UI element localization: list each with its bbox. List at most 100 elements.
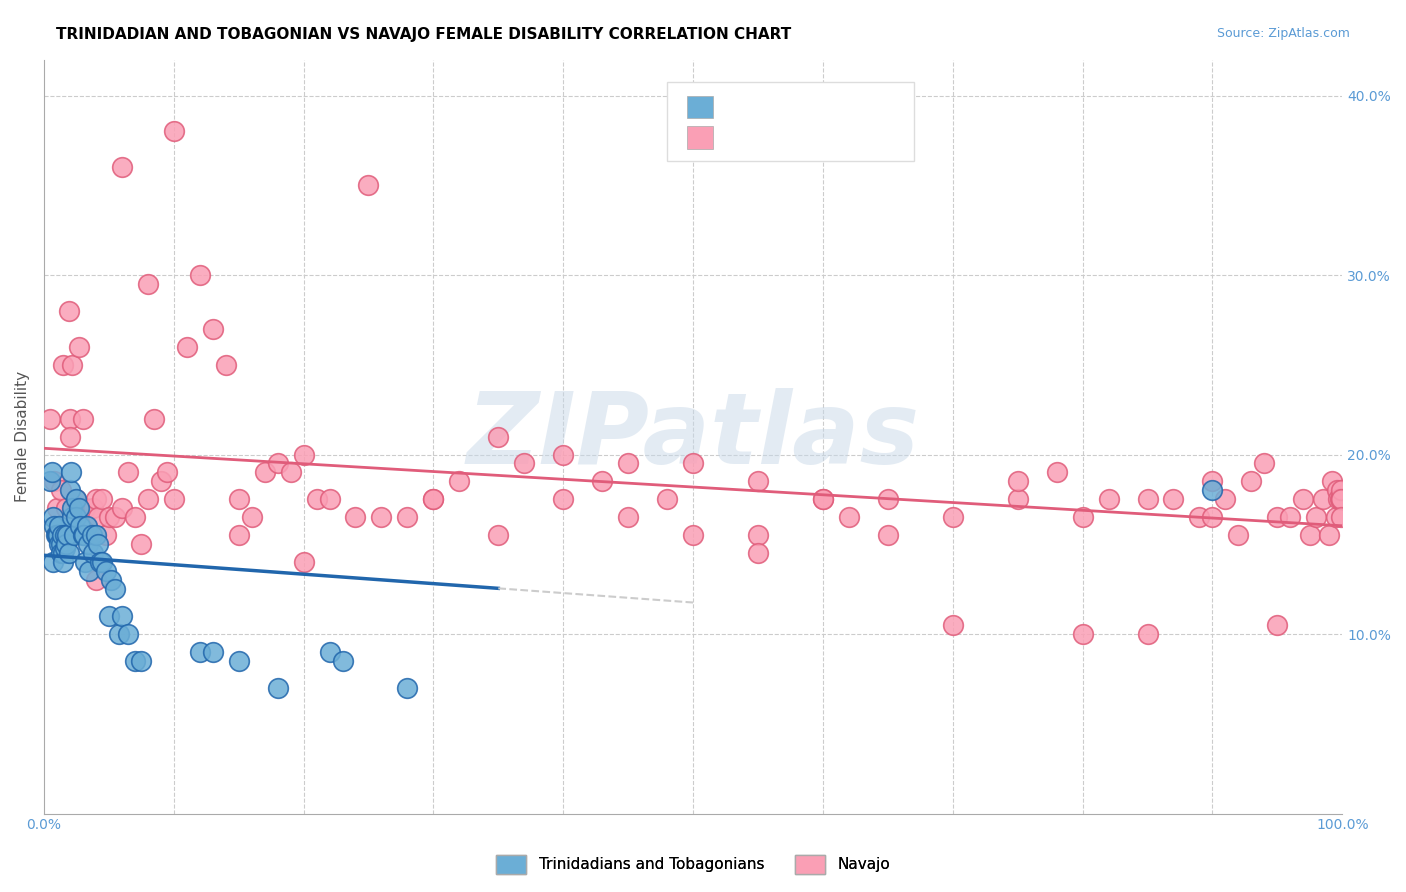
Text: N =: N =	[823, 101, 866, 116]
Point	[370, 510, 392, 524]
Point	[111, 501, 134, 516]
Point	[39, 475, 62, 489]
Point	[1227, 528, 1250, 542]
Point	[59, 429, 82, 443]
Point	[617, 510, 640, 524]
Point	[87, 510, 110, 524]
Point	[318, 645, 340, 659]
Point	[655, 492, 678, 507]
Point	[1253, 457, 1275, 471]
Point	[75, 555, 97, 569]
Point	[80, 528, 103, 542]
Point	[55, 537, 77, 551]
Point	[396, 681, 419, 695]
Point	[44, 475, 66, 489]
Point	[1188, 510, 1211, 524]
FancyBboxPatch shape	[666, 82, 914, 161]
Point	[318, 492, 340, 507]
Text: R =: R =	[718, 131, 752, 146]
Point	[79, 564, 101, 578]
Text: -0.413: -0.413	[751, 101, 806, 116]
Point	[942, 618, 965, 632]
Point	[513, 457, 536, 471]
Point	[44, 519, 66, 533]
Point	[422, 492, 444, 507]
Point	[188, 645, 211, 659]
Point	[149, 475, 172, 489]
Point	[357, 178, 380, 193]
Point	[59, 411, 82, 425]
Point	[82, 546, 104, 560]
Text: R =: R =	[718, 101, 752, 116]
Bar	[686, 126, 713, 149]
Point	[682, 528, 704, 542]
Point	[553, 492, 575, 507]
Point	[1240, 475, 1263, 489]
Point	[96, 564, 118, 578]
Point	[1326, 483, 1348, 498]
Point	[65, 492, 87, 507]
Point	[486, 528, 509, 542]
Point	[89, 555, 111, 569]
Point	[62, 501, 84, 516]
Point	[65, 492, 87, 507]
Point	[553, 448, 575, 462]
Point	[67, 340, 90, 354]
Point	[1317, 528, 1340, 542]
Point	[876, 492, 898, 507]
Point	[72, 411, 94, 425]
Point	[60, 466, 83, 480]
Point	[136, 277, 159, 291]
Point	[79, 528, 101, 542]
Point	[1329, 492, 1351, 507]
Point	[591, 475, 613, 489]
Point	[111, 161, 134, 175]
Point	[1215, 492, 1237, 507]
Point	[136, 492, 159, 507]
Point	[87, 537, 110, 551]
Point	[156, 466, 179, 480]
Point	[292, 555, 315, 569]
Point	[45, 528, 67, 542]
Point	[1279, 510, 1302, 524]
Point	[682, 457, 704, 471]
Point	[422, 492, 444, 507]
Point	[1292, 492, 1315, 507]
Point	[1201, 475, 1223, 489]
Point	[1071, 510, 1094, 524]
Point	[45, 501, 67, 516]
Point	[82, 501, 104, 516]
Point	[1330, 492, 1353, 507]
Point	[42, 510, 65, 524]
Point	[39, 411, 62, 425]
Point	[811, 492, 834, 507]
Point	[97, 510, 120, 524]
Text: ZIPatlas: ZIPatlas	[467, 388, 920, 485]
Point	[73, 528, 96, 542]
Point	[65, 510, 87, 524]
Point	[214, 358, 236, 372]
Point	[52, 358, 75, 372]
Point	[344, 510, 367, 524]
Point	[1201, 510, 1223, 524]
Point	[1327, 492, 1350, 507]
Point	[228, 528, 250, 542]
Point	[163, 124, 186, 138]
Point	[1163, 492, 1185, 507]
Point	[240, 510, 263, 524]
Point	[486, 429, 509, 443]
Point	[1330, 483, 1353, 498]
Point	[266, 681, 288, 695]
Text: 58: 58	[869, 101, 890, 116]
Point	[266, 457, 288, 471]
Point	[1312, 492, 1334, 507]
Point	[143, 411, 166, 425]
Point	[1299, 528, 1322, 542]
Point	[49, 546, 72, 560]
Point	[67, 501, 90, 516]
Point	[104, 582, 127, 596]
Point	[1136, 627, 1159, 641]
Point	[1330, 510, 1353, 524]
Point	[84, 573, 107, 587]
Point	[228, 654, 250, 668]
